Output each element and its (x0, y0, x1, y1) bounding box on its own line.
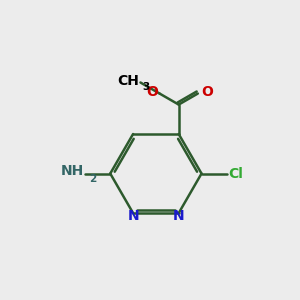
Text: 2: 2 (89, 174, 96, 184)
Text: N: N (127, 209, 139, 223)
Text: N: N (173, 209, 184, 223)
Text: CH: CH (117, 74, 139, 88)
Text: Cl: Cl (228, 167, 243, 181)
Text: NH: NH (61, 164, 84, 178)
Text: O: O (201, 85, 213, 99)
Text: O: O (146, 85, 158, 99)
Text: 3: 3 (142, 82, 150, 92)
